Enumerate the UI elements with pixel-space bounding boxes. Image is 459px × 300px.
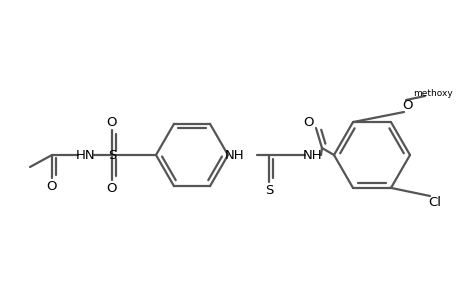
Text: methoxy: methoxy [412,88,452,98]
Text: S: S [107,148,116,161]
Text: O: O [303,116,313,128]
Text: O: O [106,116,117,128]
Text: O: O [402,98,412,112]
Text: S: S [264,184,273,197]
Text: NH: NH [302,148,322,161]
Text: NH: NH [225,148,244,161]
Text: O: O [106,182,117,194]
Text: HN: HN [76,148,95,161]
Text: O: O [47,179,57,193]
Text: Cl: Cl [428,196,441,209]
